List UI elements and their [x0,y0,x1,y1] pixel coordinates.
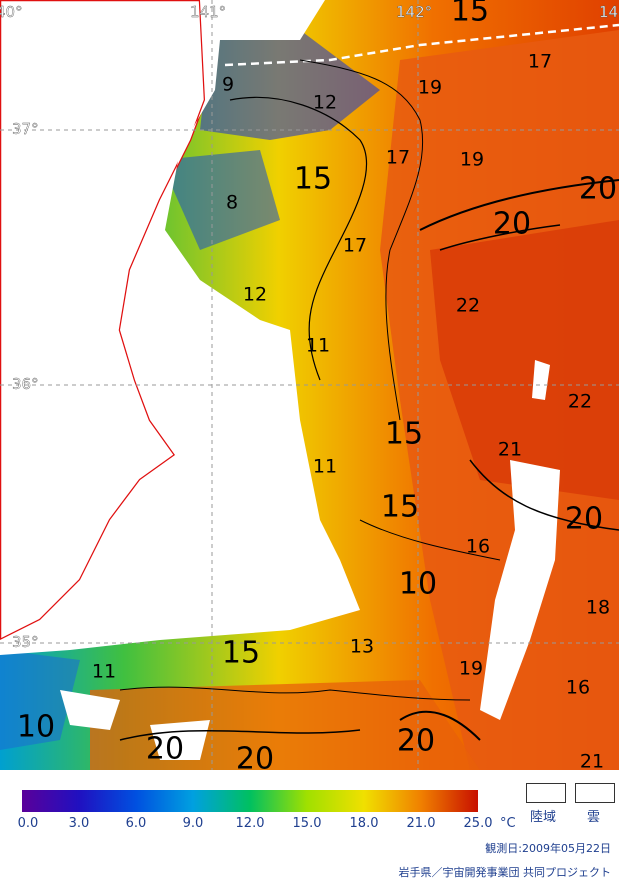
color-scale-tick-label: 21.0 [406,816,436,831]
contour-label: 19 [418,77,442,99]
island-south [150,720,210,760]
contour-label: 13 [350,636,374,658]
contour-label: 22 [456,295,480,317]
contour-label: 15 [385,417,423,452]
contour-label: 20 [146,732,184,767]
boundary-line [224,23,619,67]
color-scale-tick-label: 9.0 [182,816,204,831]
contour-label: 15 [294,162,332,197]
contour-label: 18 [586,597,610,619]
contour-label: 11 [306,335,330,357]
contour-label: 9 [222,74,234,96]
land-legend-label: 陸域 [530,810,557,825]
contour-label: 15 [381,490,419,525]
contour-label: 20 [236,742,274,771]
contour-label: 21 [580,751,604,771]
contour-label: 10 [17,710,55,745]
contour-label: 17 [528,51,552,73]
cloud-patch-small [532,360,550,400]
contour-label: 12 [243,284,267,306]
lat-label: 36° [12,375,39,393]
cold-water-band [160,150,280,250]
contour-label: 17 [386,147,410,169]
sea-surface-temperature-map: 15 9 12 17 19 17 19 15 8 20 20 17 22 12 11 15 22 21 11 15 20… [0,0,619,770]
contour-label: 17 [343,235,367,257]
color-scale-tick-label: 12.0 [235,816,265,831]
contour-label: 16 [566,677,590,699]
color-scale-tick-label: 6.0 [125,816,147,831]
warmest-water-region [430,220,619,500]
island-southwest [60,690,120,730]
contour-labels: 15 9 12 17 19 17 19 15 8 20 20 17 22 12 11 15 22 21 11 15 20… [17,0,617,770]
lat-label: 37° [12,120,39,138]
lon-label: 142° [396,3,432,21]
contour-label: 19 [460,149,484,171]
contour-label: 15 [222,636,260,671]
color-scale-tick-label: 18.0 [349,816,379,831]
graticule [0,0,619,770]
color-scale-tick-label: 0.0 [17,816,39,831]
graticule-labels: 40° 141° 142° 14 37° 36° 35° [0,3,618,651]
color-scale-tick-label: 3.0 [68,816,90,831]
observation-date: 観測日:2009年05月22日 [485,842,611,855]
contour-label: 20 [579,172,617,207]
cloud-patch [480,460,560,720]
cloud-legend-swatch [575,783,615,803]
color-scale-tick-label: 15.0 [292,816,322,831]
land-interior [0,0,360,655]
cold-water-south [0,650,80,750]
cloud-legend-label: 雲 [587,810,601,825]
contour-label: 19 [459,658,483,680]
contour-label: 22 [568,391,592,413]
contour-label: 11 [313,456,337,478]
contour-label: 8 [226,192,238,214]
lon-label: 14 [599,3,618,21]
contour-label: 20 [565,502,603,537]
color-scale-fill [22,790,478,812]
contour-label: 21 [498,439,522,461]
cold-water-north [200,30,380,140]
contour-label: 20 [397,724,435,759]
contour-label: 11 [92,661,116,683]
credit-line: 岩手県／宇宙開発事業団 共同プロジェクト [398,866,612,879]
contour-label: 20 [493,207,531,242]
color-scale-unit: °C [500,816,516,831]
contour-label: 10 [399,567,437,602]
land-legend-swatch [526,783,566,803]
color-scale-tick-label: 25.0 [463,816,493,831]
contour-label: 16 [466,536,490,558]
isotherms [119,59,619,741]
color-scale-bar [22,790,478,812]
lat-label: 35° [12,633,39,651]
contour-label: 12 [313,92,337,114]
lon-label: 40° [0,3,23,21]
contour-label: 15 [451,0,489,29]
lon-label: 141° [190,3,226,21]
